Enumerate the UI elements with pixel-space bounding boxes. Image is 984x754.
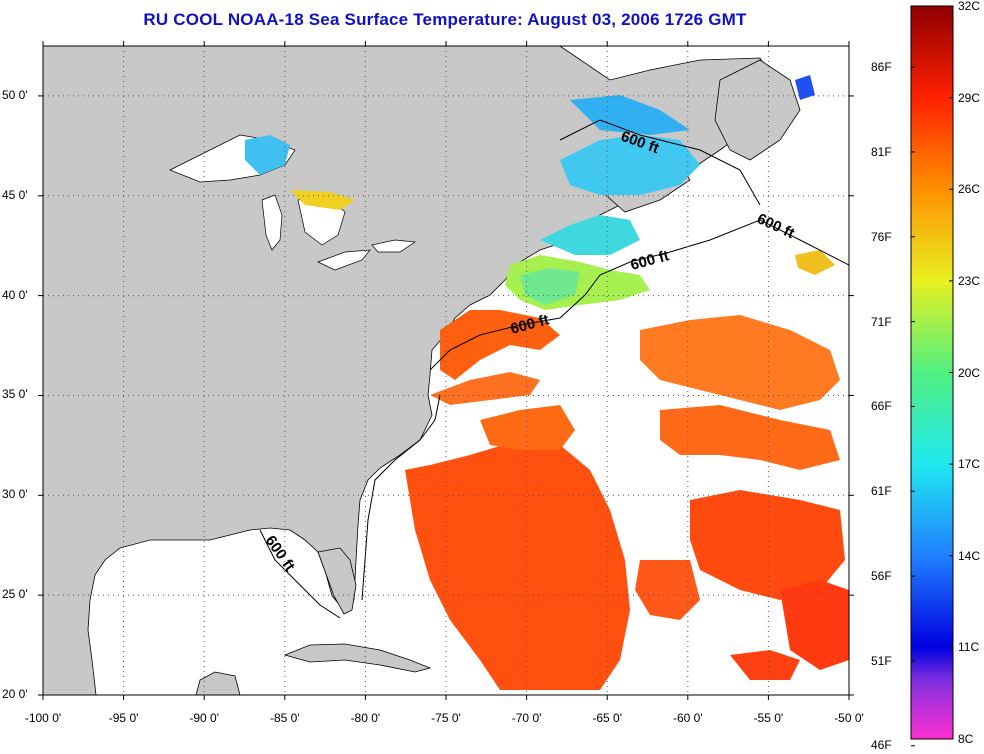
lake-erie — [317, 249, 371, 271]
lon-tick-label: -90 0' — [189, 711, 220, 725]
lon-tick-label: -70 0' — [511, 711, 542, 725]
cuba-land — [283, 643, 432, 673]
colorbar-fahrenheit-label: 81F — [871, 144, 892, 159]
lat-tick-label: 45 0' — [2, 187, 28, 202]
colorbar-fahrenheit-label: 71F — [871, 314, 892, 329]
colorbar-celsius-label: 8C — [958, 732, 974, 746]
colorbar-celsius-label: 32C — [958, 0, 981, 13]
colorbar-fahrenheit-label: 56F — [871, 569, 892, 584]
lat-tick-label: 40 0' — [2, 287, 28, 302]
colorbar-celsius-label: 11C — [958, 640, 980, 655]
map-title: RU COOL NOAA-18 Sea Surface Temperature:… — [143, 10, 747, 29]
lat-tick-label: 50 0' — [2, 87, 28, 102]
lon-tick-label: -65 0' — [592, 711, 623, 725]
sst-data-layer — [245, 75, 849, 690]
lon-tick-label: -75 0' — [431, 711, 461, 725]
lat-tick-label: 20 0' — [2, 687, 28, 701]
colorbar-celsius-label: 26C — [958, 182, 981, 197]
colorbar-fahrenheit-label: 51F — [871, 653, 892, 668]
graticule — [43, 46, 849, 695]
colorbar-fahrenheit-label: 76F — [871, 229, 892, 244]
colorbar-celsius-label: 14C — [958, 548, 981, 563]
colorbar-fahrenheit-label: 66F — [871, 399, 892, 414]
isobath-600ft — [259, 119, 849, 619]
colorbar-celsius-label: 29C — [958, 90, 981, 105]
lake-michigan — [261, 194, 283, 251]
colorbar-celsius-label: 17C — [958, 457, 981, 472]
lon-tick-label: -85 0' — [269, 711, 300, 725]
colorbar-ticks — [911, 5, 953, 747]
colorbar-celsius-label: 20C — [958, 365, 981, 380]
lon-tick-label: -50 0' — [834, 711, 864, 725]
lake-ontario — [371, 239, 417, 253]
colorbar-fahrenheit-label: 86F — [871, 60, 892, 75]
colorbar-celsius-label: 23C — [958, 273, 981, 288]
lat-tick-label: 30 0' — [2, 487, 28, 502]
lon-tick-label: -100 0' — [24, 711, 62, 725]
lon-tick-label: -80 0' — [350, 711, 381, 725]
colorbar-fahrenheit-label: 61F — [871, 484, 892, 499]
colorbar-fahrenheit-label: 46F — [871, 738, 892, 752]
colorbar — [910, 5, 954, 740]
lon-tick-label: -55 0' — [753, 711, 784, 725]
lon-tick-label: -95 0' — [108, 711, 139, 725]
lat-tick-label: 35 0' — [2, 387, 28, 402]
axis-ticks — [38, 41, 854, 700]
newfoundland-land — [714, 59, 801, 161]
yucatan-land — [195, 671, 241, 695]
lat-tick-label: 25 0' — [2, 587, 28, 602]
florida-land — [317, 547, 357, 615]
lon-tick-label: -60 0' — [672, 711, 703, 725]
